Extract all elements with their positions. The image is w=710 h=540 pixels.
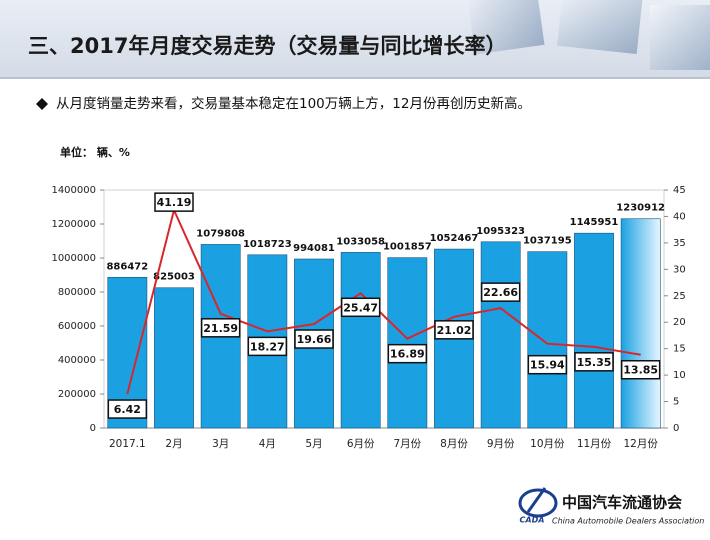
bar: [340, 252, 381, 429]
line-label-box: [527, 354, 568, 375]
logo-name-en: China Automobile Dealers Association: [552, 517, 704, 526]
bar-value-label: 994081: [293, 243, 335, 254]
line-label-box: [620, 359, 661, 380]
bullet-icon: [36, 98, 48, 110]
line-label-box: [107, 399, 148, 419]
y-tick-label: 800000: [58, 287, 96, 298]
bar-value-label: 1033058: [336, 236, 385, 247]
bar-value-label: 1052467: [430, 233, 479, 244]
y2-tick-label: 45: [673, 185, 686, 196]
y-tick-label: 1200000: [51, 219, 96, 230]
line-value-label: 6.42: [114, 403, 141, 416]
x-tick-label: 5月: [305, 438, 322, 450]
y2-tick-label: 20: [673, 317, 686, 328]
bar-value-label: 1145951: [570, 217, 619, 228]
line-value-label: 18.27: [250, 340, 285, 353]
y2-tick-label: 25: [673, 291, 686, 302]
y-tick-label: 200000: [58, 389, 96, 400]
y-tick-label: 1000000: [51, 253, 96, 264]
x-tick-label: 2017.1: [109, 438, 146, 450]
bar: [387, 257, 428, 429]
bar: [154, 287, 194, 429]
bar-value-label: 1079808: [196, 228, 245, 239]
line-label-box: [480, 282, 521, 302]
line-label-box: [434, 320, 474, 340]
header-decoration: [465, 0, 710, 70]
slide-title: 三、2017年月度交易走势（交易量与同比增长率）: [28, 34, 506, 58]
bar: [527, 251, 568, 429]
line-value-label: 15.94: [530, 359, 565, 372]
bar-value-label: 1095323: [476, 226, 525, 237]
line-value-label: 13.85: [623, 364, 658, 377]
line-value-label: 16.89: [390, 348, 425, 361]
x-tick-label: 10月份: [530, 438, 565, 450]
line-value-label: 41.19: [157, 196, 192, 209]
bar: [620, 218, 661, 429]
y2-tick-label: 0: [673, 423, 679, 434]
line-value-label: 19.66: [297, 333, 332, 346]
logo: CADA 中国汽车流通协会 China Automobile Dealers A…: [518, 487, 704, 526]
y-tick-label: 600000: [58, 321, 96, 332]
bar-value-label: 886472: [106, 261, 148, 272]
line-value-label: 15.35: [577, 356, 612, 369]
line-value-label: 25.47: [343, 301, 378, 314]
x-tick-label: 12月份: [623, 438, 658, 450]
y2-tick-label: 5: [673, 397, 679, 408]
x-tick-label: 8月份: [440, 438, 468, 450]
logo-abbr: CADA: [520, 516, 545, 525]
bar-value-label: 1001857: [383, 242, 432, 253]
bar-value-label: 1230912: [616, 203, 665, 214]
line-label-box: [247, 336, 288, 357]
line-label-box: [340, 297, 381, 318]
y-tick-label: 0: [90, 423, 96, 434]
line-label-box: [574, 352, 614, 372]
line-label-box: [294, 329, 334, 349]
logo-name-cn: 中国汽车流通协会: [562, 494, 682, 512]
line-value-label: 21.59: [203, 322, 238, 335]
y-tick-label: 1400000: [51, 185, 96, 196]
bullet-text: 从月度销量走势来看，交易量基本稳定在100万辆上方，12月份再创历史新高。: [56, 95, 531, 112]
x-tick-label: 7月份: [393, 438, 421, 450]
line-label-box: [387, 343, 428, 364]
bar-value-label: 825003: [153, 272, 195, 283]
x-tick-label: 4月: [259, 438, 276, 450]
x-tick-label: 2月: [165, 438, 182, 450]
line-label-box: [154, 192, 194, 212]
x-tick-label: 11月份: [577, 438, 612, 450]
x-tick-label: 3月: [212, 438, 229, 450]
x-tick-label: 6月份: [347, 438, 375, 450]
unit-label: 单位： 辆、%: [60, 145, 130, 159]
y2-tick-label: 30: [673, 264, 686, 275]
y2-tick-label: 15: [673, 344, 686, 355]
bar-value-label: 1018723: [243, 239, 292, 250]
y2-tick-label: 40: [673, 211, 686, 222]
bar: [574, 232, 614, 429]
x-tick-label: 9月份: [487, 438, 515, 450]
y2-tick-label: 10: [673, 370, 686, 381]
y-tick-label: 400000: [58, 355, 96, 366]
y2-tick-label: 35: [673, 238, 686, 249]
bar: [480, 241, 521, 429]
bar-value-label: 1037195: [523, 236, 572, 247]
growth-line: [126, 207, 641, 395]
line-value-label: 22.66: [483, 286, 518, 299]
line-value-label: 21.02: [437, 324, 472, 337]
line-label-box: [200, 318, 241, 338]
